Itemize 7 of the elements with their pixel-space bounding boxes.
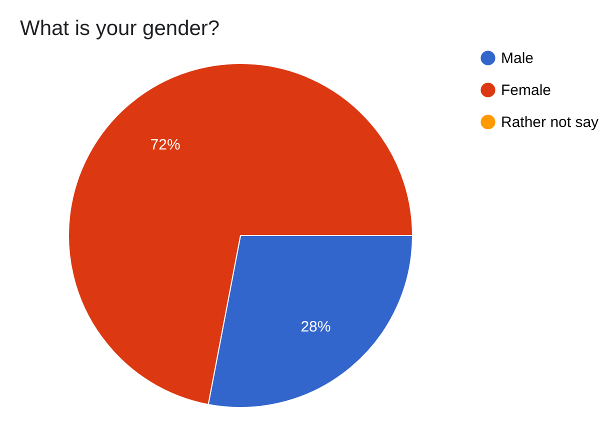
legend-label: Male xyxy=(501,50,534,67)
data-label: 72% xyxy=(150,136,180,154)
chart-title: What is your gender? xyxy=(20,17,220,40)
data-label: 28% xyxy=(300,318,331,336)
pie-slice xyxy=(68,63,413,405)
legend-label: Female xyxy=(501,82,552,99)
legend-label: Rather not say xyxy=(501,114,600,131)
